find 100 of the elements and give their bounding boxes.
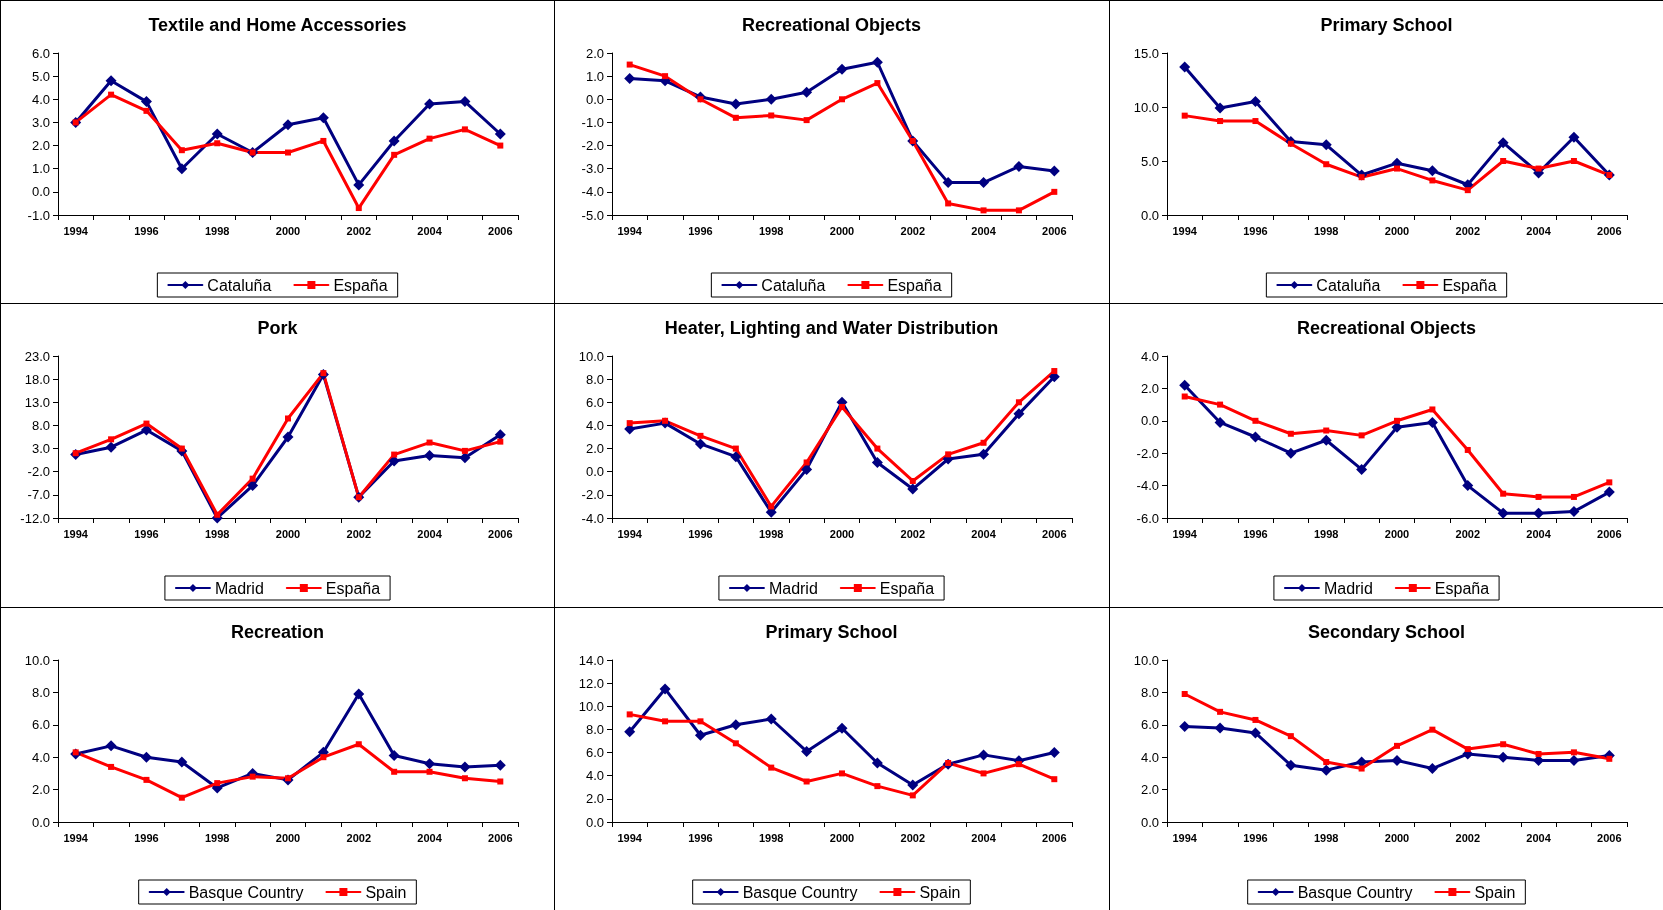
x-tick-label: 1996 xyxy=(688,527,714,540)
legend-label: Basque Country xyxy=(1297,883,1413,901)
x-tick-label: 1996 xyxy=(1242,224,1268,237)
chart-title: Heater, Lighting and Water Distribution xyxy=(665,318,999,339)
x-tick-label: 1996 xyxy=(1242,527,1268,540)
x-tick-label: 2006 xyxy=(488,224,513,237)
y-tick-label: 10.0 xyxy=(1133,652,1159,668)
y-tick-label: -2.0 xyxy=(27,464,50,480)
y-tick-label: 5.0 xyxy=(31,68,50,84)
x-tick-label: 2002 xyxy=(1455,224,1480,237)
x-tick-label: 2006 xyxy=(1042,527,1067,540)
y-tick-label: 15.0 xyxy=(1133,45,1159,61)
x-tick-label: 1996 xyxy=(688,224,714,237)
x-tick-label: 2000 xyxy=(1384,831,1409,844)
legend-label: Basque Country xyxy=(188,883,304,901)
y-tick-label: -1.0 xyxy=(581,114,605,130)
x-tick-label: 2002 xyxy=(346,831,372,844)
y-tick-label: 4.0 xyxy=(31,749,50,765)
y-tick-label: 10.0 xyxy=(579,348,605,364)
y-tick-label: 1.0 xyxy=(586,68,605,84)
y-tick-label: 0.0 xyxy=(1140,207,1159,223)
legend-label: España xyxy=(880,579,935,597)
legend-label: Cataluña xyxy=(207,276,272,294)
x-tick-label: 2006 xyxy=(488,527,513,540)
y-tick-label: 2.0 xyxy=(31,781,50,797)
chart-title: Recreation xyxy=(230,621,325,642)
x-tick-label: 1996 xyxy=(134,831,159,844)
x-tick-label: 2002 xyxy=(900,224,926,237)
x-tick-label: 1998 xyxy=(204,831,230,844)
x-tick-label: 2006 xyxy=(488,831,513,844)
y-tick-label: -3.0 xyxy=(581,161,605,177)
y-tick-label: 4.0 xyxy=(1140,749,1159,765)
y-tick-label: 8.0 xyxy=(31,684,50,700)
chart-title: Secondary School xyxy=(1307,621,1465,642)
legend-label: Spain xyxy=(919,883,961,901)
x-tick-label: 1998 xyxy=(1313,831,1339,844)
y-tick-label: 0.0 xyxy=(31,184,50,200)
y-tick-label: 6.0 xyxy=(31,45,50,61)
y-tick-label: 10.0 xyxy=(1133,99,1159,115)
x-tick-label: 2004 xyxy=(971,831,997,844)
x-tick-label: 1996 xyxy=(1242,831,1268,844)
y-tick-label: 0.0 xyxy=(586,464,605,480)
legend-label: Basque Country xyxy=(743,883,858,901)
x-tick-label: 2000 xyxy=(830,224,855,237)
x-tick-label: 2000 xyxy=(1384,527,1409,540)
y-tick-label: 6.0 xyxy=(586,744,605,760)
legend-label: Madrid xyxy=(1323,579,1373,597)
y-tick-label: 6.0 xyxy=(586,395,605,411)
x-tick-label: 2004 xyxy=(971,527,997,540)
y-tick-label: 6.0 xyxy=(31,716,50,732)
y-tick-label: -5.0 xyxy=(581,207,605,223)
y-tick-label: 10.0 xyxy=(24,652,50,668)
y-tick-label: 2.0 xyxy=(586,441,605,457)
y-tick-label: 23.0 xyxy=(24,348,50,364)
legend-label: Madrid xyxy=(769,579,819,597)
x-tick-label: 2002 xyxy=(1455,527,1480,540)
chart-title: Recreational Objects xyxy=(1296,318,1476,339)
y-tick-label: 2.0 xyxy=(586,45,605,61)
x-tick-label: 2000 xyxy=(275,527,301,540)
y-tick-label: 4.0 xyxy=(31,91,50,107)
x-tick-label: 2004 xyxy=(971,224,997,237)
legend-label: España xyxy=(887,276,943,294)
x-tick-label: 2002 xyxy=(346,224,372,237)
y-tick-label: 4.0 xyxy=(586,767,605,783)
y-tick-label: 0.0 xyxy=(586,91,605,107)
y-tick-label: 8.0 xyxy=(586,721,605,737)
x-tick-label: 2004 xyxy=(417,224,443,237)
x-tick-label: 1994 xyxy=(1172,527,1198,540)
legend-label: Spain xyxy=(1474,883,1515,901)
y-tick-label: 12.0 xyxy=(579,675,605,691)
x-tick-label: 2000 xyxy=(830,527,855,540)
x-tick-label: 1996 xyxy=(134,224,159,237)
legend-label: Madrid xyxy=(214,579,264,597)
x-tick-label: 2006 xyxy=(1042,224,1067,237)
legend-label: Cataluña xyxy=(761,276,826,294)
x-tick-label: 1998 xyxy=(1313,224,1339,237)
y-tick-label: -4.0 xyxy=(581,510,605,526)
x-tick-label: 2004 xyxy=(417,831,443,844)
chart-title: Pork xyxy=(257,318,299,339)
x-tick-label: 2006 xyxy=(1042,831,1067,844)
y-tick-label: 6.0 xyxy=(1140,716,1159,732)
x-tick-label: 2000 xyxy=(275,224,301,237)
y-tick-label: 4.0 xyxy=(1140,348,1159,364)
x-tick-label: 1998 xyxy=(759,831,784,844)
y-tick-label: 4.0 xyxy=(586,418,605,434)
legend-label: España xyxy=(1434,579,1489,597)
y-tick-label: 10.0 xyxy=(579,698,605,714)
x-tick-label: 2000 xyxy=(275,831,301,844)
chart-title: Primary School xyxy=(765,621,898,642)
x-tick-label: 2000 xyxy=(830,831,855,844)
y-tick-label: 5.0 xyxy=(1140,153,1159,169)
y-tick-label: 18.0 xyxy=(24,371,50,387)
y-tick-label: -2.0 xyxy=(581,487,605,503)
x-tick-label: 2000 xyxy=(1384,224,1409,237)
x-tick-label: 1994 xyxy=(63,527,89,540)
x-tick-label: 2004 xyxy=(1525,831,1552,844)
y-tick-label: -2.0 xyxy=(1136,446,1159,462)
x-tick-label: 1998 xyxy=(1313,527,1339,540)
y-tick-label: 3.0 xyxy=(31,441,50,457)
x-tick-label: 2006 xyxy=(1596,831,1622,844)
